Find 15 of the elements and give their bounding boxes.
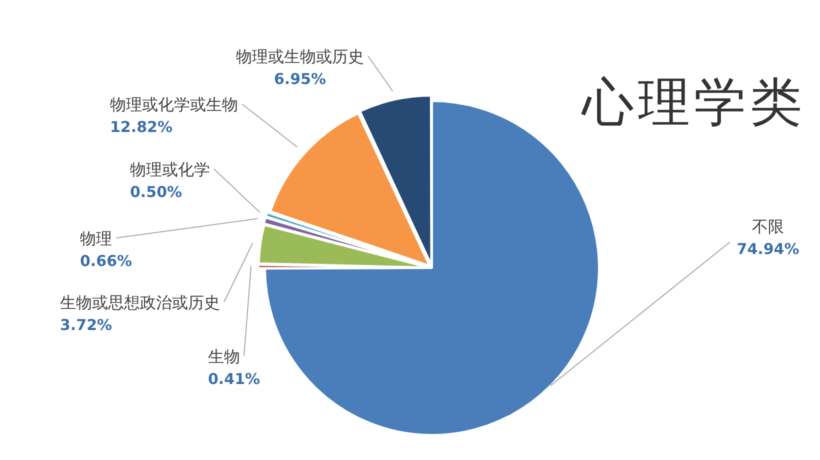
data-label: 0.66% — [80, 252, 132, 270]
slice-label: 物理 — [80, 229, 112, 248]
slice-label: 物理或化学或生物 — [110, 95, 238, 114]
data-label: 6.95% — [274, 70, 326, 88]
slice-label: 不限 — [752, 217, 784, 236]
data-label: 0.41% — [208, 370, 260, 388]
slice-label: 物理或生物或历史 — [236, 47, 364, 66]
text: 心理学类 — [582, 72, 806, 135]
data-label: 3.72% — [60, 316, 112, 334]
slice-label: 生物或思想政治或历史 — [60, 293, 220, 312]
data-label: 12.82% — [110, 118, 172, 136]
data-label: 0.50% — [130, 183, 182, 201]
data-label: 74.94% — [736, 240, 800, 258]
slice-label: 生物 — [208, 347, 240, 366]
slice-label: 物理或化学 — [130, 160, 210, 179]
